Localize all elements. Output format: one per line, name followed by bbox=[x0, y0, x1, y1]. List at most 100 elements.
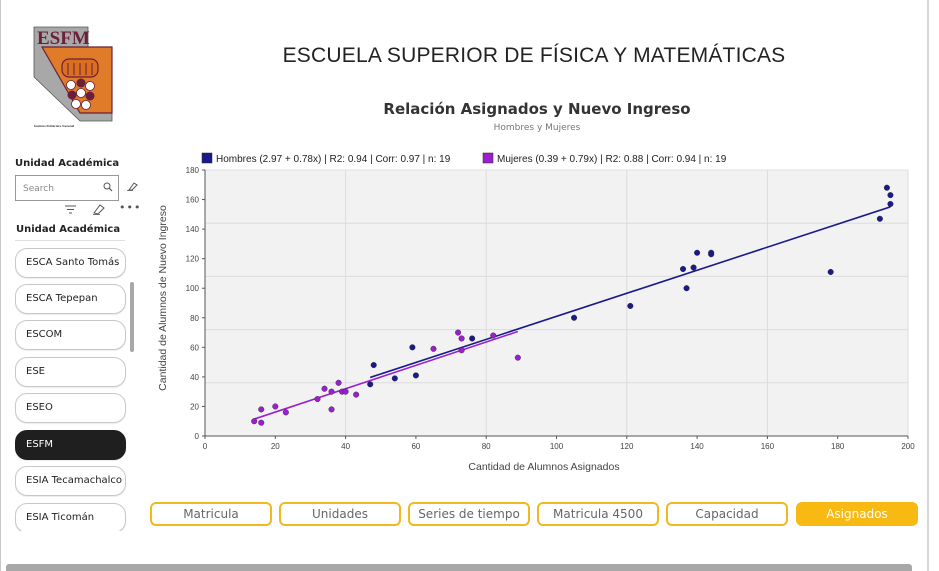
chart-subtitle: Hombres y Mujeres bbox=[493, 123, 581, 133]
slicer-item-eseo[interactable]: ESEO bbox=[15, 393, 126, 423]
data-point-hombres bbox=[827, 268, 834, 275]
y-tick-label: 40 bbox=[190, 373, 199, 382]
y-tick-label: 100 bbox=[186, 284, 200, 293]
nav-button-matricula-4500[interactable]: Matricula 4500 bbox=[537, 502, 659, 526]
legend-label-mujeres: Mujeres (0.39 + 0.79x) | R2: 0.88 | Corr… bbox=[497, 154, 727, 165]
data-point-mujeres bbox=[490, 332, 497, 339]
data-point-hombres bbox=[627, 302, 634, 309]
nav-button-capacidad[interactable]: Capacidad bbox=[666, 502, 788, 526]
data-point-mujeres bbox=[321, 385, 328, 392]
slicer-list: ESCA Santo Tomás ESCA Tepepan ESCOM ESE … bbox=[15, 244, 127, 531]
legend-swatch-mujeres bbox=[482, 152, 494, 164]
x-tick-label: 100 bbox=[550, 442, 564, 451]
slicer-item-esca-tepepan[interactable]: ESCA Tepepan bbox=[15, 284, 126, 314]
x-tick-label: 200 bbox=[901, 442, 915, 451]
chart-title: Relación Asignados y Nuevo Ingreso bbox=[383, 100, 691, 118]
data-point-mujeres bbox=[335, 379, 342, 386]
slicer-item-esfm[interactable]: ESFM bbox=[15, 430, 126, 460]
data-point-hombres bbox=[876, 215, 883, 222]
data-point-mujeres bbox=[514, 354, 521, 361]
data-point-hombres bbox=[409, 344, 416, 351]
x-tick-label: 40 bbox=[341, 442, 350, 451]
x-tick-label: 60 bbox=[411, 442, 420, 451]
y-tick-label: 80 bbox=[190, 314, 199, 323]
data-point-mujeres bbox=[314, 396, 321, 403]
data-point-hombres bbox=[391, 375, 398, 382]
eraser-icon[interactable] bbox=[126, 181, 138, 191]
y-tick-label: 60 bbox=[190, 343, 199, 352]
data-point-hombres bbox=[887, 200, 894, 207]
y-tick-label: 180 bbox=[186, 166, 200, 175]
nav-button-asignados[interactable]: Asignados bbox=[796, 502, 918, 526]
slicer-search[interactable] bbox=[15, 175, 119, 201]
data-point-mujeres bbox=[258, 406, 265, 413]
data-point-hombres bbox=[680, 266, 687, 273]
logo-text: ESFM bbox=[37, 28, 90, 49]
x-axis-label: Cantidad de Alumnos Asignados bbox=[468, 461, 619, 473]
data-point-hombres bbox=[708, 251, 715, 258]
data-point-hombres bbox=[412, 372, 419, 379]
slicer-divider bbox=[15, 240, 125, 241]
data-point-mujeres bbox=[455, 329, 462, 336]
data-point-mujeres bbox=[430, 345, 437, 352]
data-point-hombres bbox=[469, 335, 476, 342]
slicer-scrollbar[interactable] bbox=[130, 282, 134, 352]
x-tick-label: 0 bbox=[203, 442, 208, 451]
data-point-mujeres bbox=[258, 419, 265, 426]
data-point-mujeres bbox=[328, 388, 335, 395]
data-point-mujeres bbox=[342, 388, 349, 395]
data-point-hombres bbox=[683, 285, 690, 292]
bottom-scrollbar[interactable] bbox=[6, 564, 912, 571]
slicer-header: Unidad Académica bbox=[15, 158, 120, 169]
data-point-hombres bbox=[367, 381, 374, 388]
x-tick-label: 120 bbox=[620, 442, 634, 451]
data-point-hombres bbox=[571, 314, 578, 321]
trend-line-hombres bbox=[369, 206, 891, 379]
slicer-item-esca-santo-tomas[interactable]: ESCA Santo Tomás bbox=[15, 248, 126, 278]
data-point-mujeres bbox=[328, 406, 335, 413]
data-point-mujeres bbox=[458, 347, 465, 354]
x-tick-label: 180 bbox=[831, 442, 845, 451]
logo-emblem bbox=[61, 58, 99, 110]
scatter-chart: Hombres (2.97 + 0.78x) | R2: 0.94 | Corr… bbox=[157, 152, 916, 473]
search-input[interactable] bbox=[23, 178, 103, 200]
frame-edge-right bbox=[927, 0, 929, 571]
slicer-item-escom[interactable]: ESCOM bbox=[15, 320, 126, 350]
y-tick-label: 20 bbox=[190, 402, 199, 411]
slicer-item-esia-tecamachalco[interactable]: ESIA Tecamachalco bbox=[15, 466, 126, 496]
y-tick-label: 0 bbox=[195, 432, 200, 441]
clear-selections-icon[interactable] bbox=[91, 202, 105, 216]
search-icon[interactable] bbox=[102, 181, 114, 193]
plot-area: 0 20 40 60 80 100 120 140 160 180 200 0 20 40 60 80 100 1… bbox=[186, 166, 916, 451]
y-axis-label: Cantidad de Alumnos de Nuevo Ingreso bbox=[157, 205, 169, 391]
legend-label-hombres: Hombres (2.97 + 0.78x) | R2: 0.94 | Corr… bbox=[216, 154, 451, 165]
data-point-hombres bbox=[370, 362, 377, 369]
slicer-item-esia-ticoman[interactable]: ESIA Ticomán bbox=[15, 503, 126, 531]
x-tick-label: 80 bbox=[482, 442, 491, 451]
y-tick-label: 160 bbox=[186, 196, 200, 205]
legend-swatch-hombres bbox=[201, 152, 213, 164]
filter-icon[interactable] bbox=[64, 203, 77, 215]
data-point-hombres bbox=[887, 192, 894, 199]
x-tick-label: 20 bbox=[271, 442, 280, 451]
logo-caption: Instituto Politécnico Nacional bbox=[34, 124, 74, 128]
data-point-mujeres bbox=[251, 418, 258, 425]
trend-line-mujeres bbox=[253, 330, 519, 420]
more-options-icon[interactable]: ••• bbox=[119, 201, 142, 214]
nav-button-series-de-tiempo[interactable]: Series de tiempo bbox=[408, 502, 530, 526]
data-point-mujeres bbox=[458, 335, 465, 342]
data-point-mujeres bbox=[282, 409, 289, 416]
y-tick-label: 140 bbox=[186, 225, 200, 234]
data-point-mujeres bbox=[272, 403, 279, 410]
data-point-mujeres bbox=[353, 391, 360, 398]
slicer-item-ese[interactable]: ESE bbox=[15, 357, 126, 387]
nav-button-unidades[interactable]: Unidades bbox=[279, 502, 401, 526]
nav-button-matricula[interactable]: Matricula bbox=[150, 502, 272, 526]
chart-legend: Hombres (2.97 + 0.78x) | R2: 0.94 | Corr… bbox=[201, 152, 727, 165]
slicer-list-header: Unidad Académica bbox=[16, 224, 121, 235]
frame-edge-left bbox=[0, 0, 1, 571]
x-tick-label: 160 bbox=[761, 442, 775, 451]
y-tick-label: 120 bbox=[186, 255, 200, 264]
data-point-hombres bbox=[694, 249, 701, 256]
